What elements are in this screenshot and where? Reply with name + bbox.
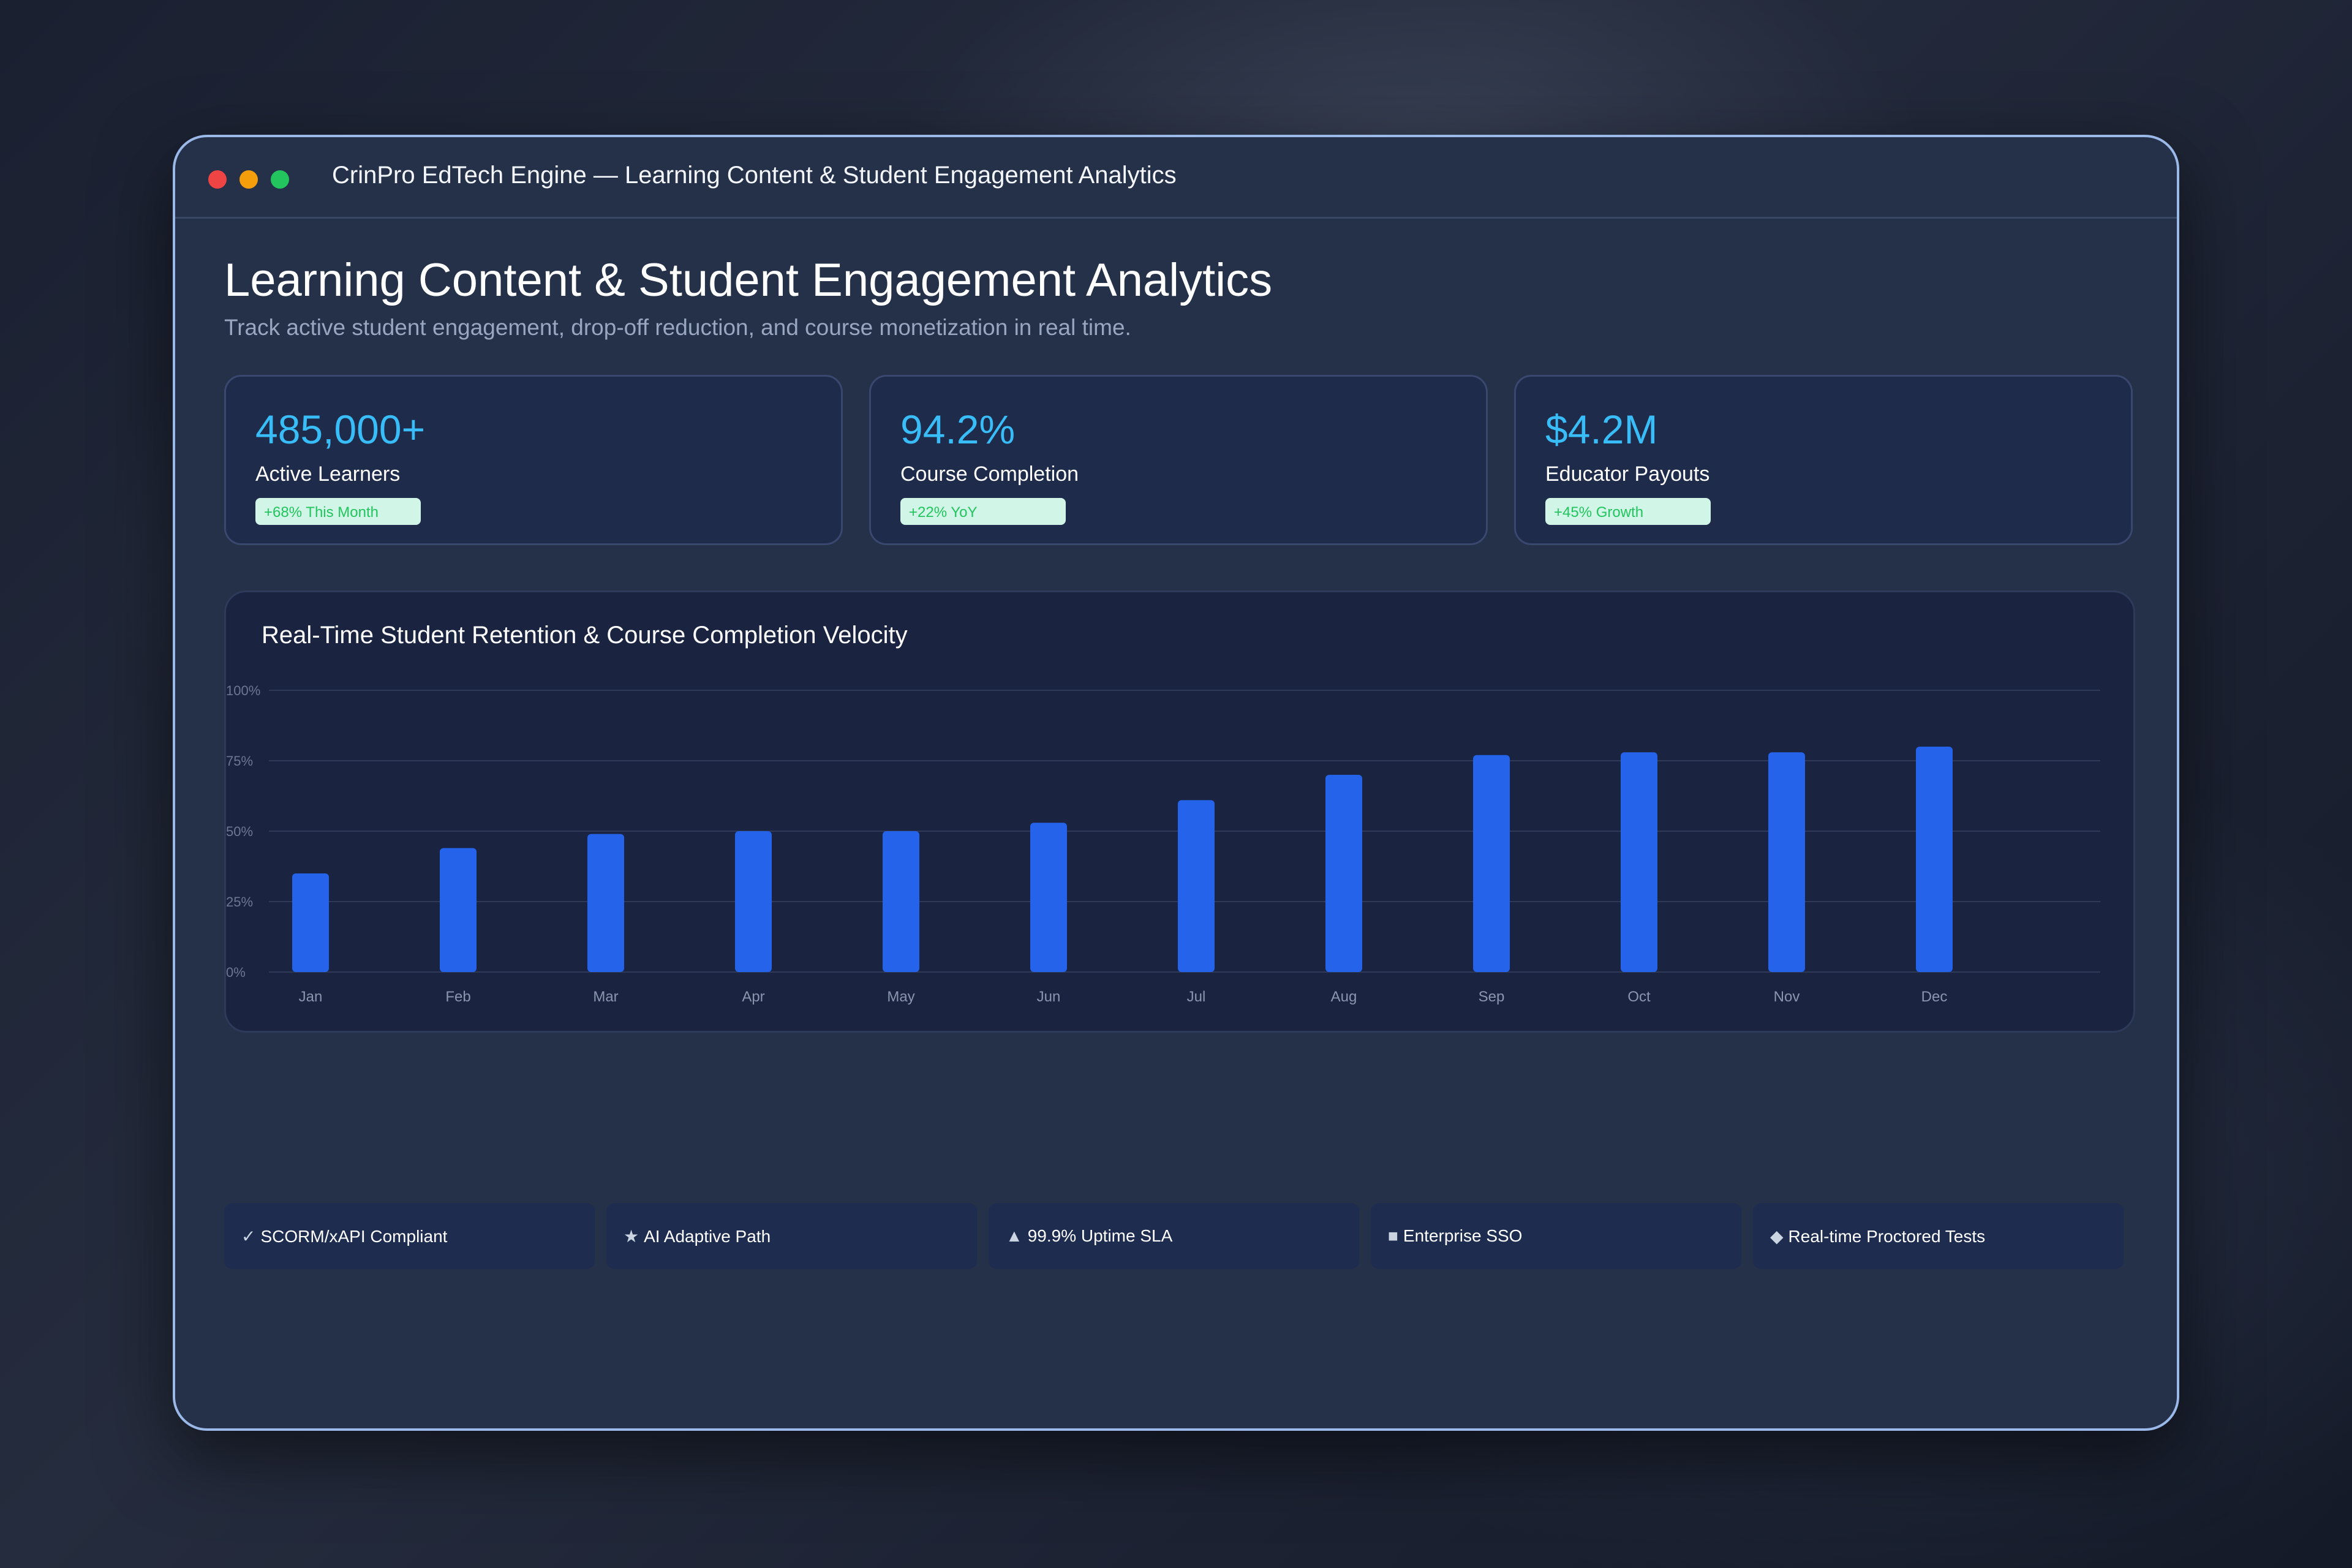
kpi-value: 485,000+: [255, 407, 426, 452]
x-tick-label: Mar: [593, 989, 618, 1005]
kpi-card-active-learners: 485,000+ Active Learners +68% This Month: [224, 375, 843, 545]
retention-chart-panel: Real-Time Student Retention & Course Com…: [224, 590, 2135, 1033]
feature-chip-scorm: ✓ SCORM/xAPI Compliant: [224, 1203, 595, 1269]
page-title: Learning Content & Student Engagement An…: [224, 254, 1273, 306]
kpi-growth-badge: +22% YoY: [900, 498, 1066, 525]
bar-jan[interactable]: [292, 873, 329, 972]
bar-jun[interactable]: [1030, 823, 1067, 972]
y-tick-label: 100%: [226, 683, 260, 698]
bar-nov[interactable]: [1768, 752, 1805, 972]
retention-bar-chart: 0% 25% 50% 75% 100% Jan Feb Mar Apr May Jun Jul Aug S…: [226, 683, 2100, 1005]
feature-label: SCORM/xAPI Compliant: [260, 1227, 448, 1246]
x-tick-label: Aug: [1331, 989, 1357, 1005]
feature-chip-ai-path: ★ AI Adaptive Path: [606, 1203, 977, 1269]
x-tick-label: Nov: [1774, 989, 1800, 1005]
y-tick-label: 50%: [226, 824, 253, 839]
lock-icon: ■: [1388, 1226, 1398, 1245]
feature-chip-proctored: ◆ Real-time Proctored Tests: [1753, 1203, 2124, 1269]
y-tick-label: 25%: [226, 894, 253, 910]
x-tick-label: Oct: [1627, 989, 1651, 1005]
bar-mar[interactable]: [587, 834, 624, 972]
kpi-value: 94.2%: [900, 407, 1016, 452]
chart-title: Real-Time Student Retention & Course Com…: [262, 622, 908, 649]
bar-may[interactable]: [883, 831, 919, 972]
kpi-label: Course Completion: [900, 462, 1079, 486]
page-subtitle: Track active student engagement, drop-of…: [224, 315, 1131, 340]
x-tick-label: Jun: [1037, 989, 1061, 1005]
kpi-card-educator-payouts: $4.2M Educator Payouts +45% Growth: [1514, 375, 2133, 545]
feature-chip-sso: ■ Enterprise SSO: [1371, 1203, 1741, 1269]
y-tick-label: 0%: [226, 965, 246, 980]
check-icon: ✓: [241, 1227, 256, 1246]
ai-icon: ★: [624, 1227, 639, 1246]
bar-dec[interactable]: [1916, 747, 1953, 972]
bar-jul[interactable]: [1178, 800, 1215, 972]
kpi-growth-badge: +68% This Month: [255, 498, 421, 525]
title-bar: CrinPro EdTech Engine — Learning Content…: [175, 137, 2177, 219]
kpi-card-course-completion: 94.2% Course Completion +22% YoY: [869, 375, 1488, 545]
x-tick-label: Jul: [1187, 989, 1206, 1005]
bar-sep[interactable]: [1473, 755, 1510, 972]
close-window-button[interactable]: [208, 170, 227, 189]
feature-label: 99.9% Uptime SLA: [1027, 1226, 1173, 1245]
maximize-window-button[interactable]: [271, 170, 289, 189]
y-tick-label: 75%: [226, 753, 253, 769]
feature-chip-uptime: ▲ 99.9% Uptime SLA: [989, 1203, 1359, 1269]
bar-aug[interactable]: [1325, 775, 1362, 972]
kpi-value: $4.2M: [1545, 407, 1658, 452]
x-tick-label: Feb: [445, 989, 470, 1005]
x-tick-label: Apr: [742, 989, 764, 1005]
x-tick-label: May: [887, 989, 914, 1005]
x-tick-label: Dec: [1921, 989, 1948, 1005]
minimize-window-button[interactable]: [239, 170, 258, 189]
feature-label: AI Adaptive Path: [644, 1227, 771, 1246]
feature-label: Real-time Proctored Tests: [1788, 1227, 1986, 1246]
x-tick-label: Jan: [299, 989, 323, 1005]
app-window: CrinPro EdTech Engine — Learning Content…: [173, 135, 2179, 1431]
window-title: CrinPro EdTech Engine — Learning Content…: [332, 162, 1177, 189]
uptime-icon: ▲: [1006, 1226, 1023, 1245]
bar-apr[interactable]: [735, 831, 772, 972]
kpi-label: Active Learners: [255, 462, 401, 486]
feature-label: Enterprise SSO: [1403, 1226, 1523, 1245]
shield-icon: ◆: [1770, 1227, 1784, 1246]
bar-oct[interactable]: [1621, 752, 1657, 972]
x-tick-label: Sep: [1479, 989, 1505, 1005]
bar-feb[interactable]: [440, 848, 477, 972]
kpi-growth-badge: +45% Growth: [1545, 498, 1711, 525]
kpi-label: Educator Payouts: [1545, 462, 1710, 486]
